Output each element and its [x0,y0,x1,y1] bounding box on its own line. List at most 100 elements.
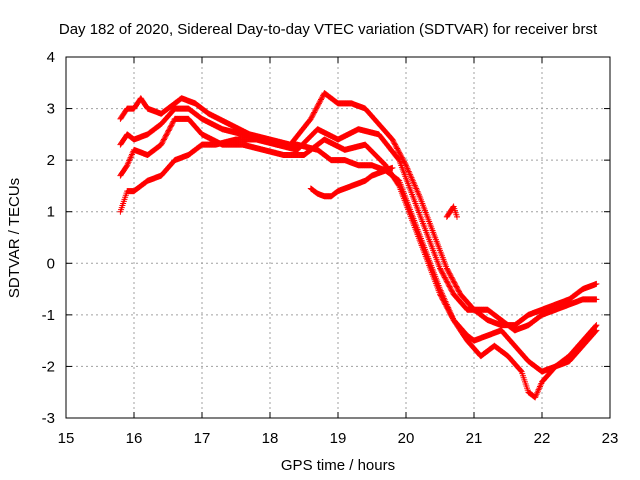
data-point [400,158,407,165]
data-point [315,101,322,108]
y-tick-label: 3 [47,101,55,118]
data-point [440,271,447,278]
data-point [167,123,174,130]
data-point [447,284,454,291]
data-point [444,266,451,273]
data-point [309,113,316,120]
data-point [312,106,319,113]
data-point [447,286,454,293]
y-tick-label: -2 [42,358,55,375]
x-tick-label: 16 [126,430,143,447]
data-point [162,132,169,139]
data-point [314,102,321,109]
data-point [445,282,452,289]
data-point [517,367,524,374]
y-tick-label: -3 [42,410,55,427]
series-track-6 [443,203,460,220]
y-tick-label: 4 [47,49,55,66]
data-point [390,139,397,146]
data-point [593,327,600,334]
data-point [318,95,325,102]
series-track-4 [117,136,600,401]
data-point [165,128,171,135]
data-point [439,270,446,277]
data-point [161,135,168,142]
data-point [392,141,399,148]
data-point [307,115,314,122]
data-point [313,104,320,111]
data-point [164,130,171,137]
data-point [443,265,450,272]
data-point [317,97,324,104]
data-point [162,133,169,140]
chart-title: Day 182 of 2020, Sidereal Day-to-day VTE… [59,21,598,38]
x-tick-label: 15 [58,430,75,447]
y-tick-label: -1 [42,307,55,324]
data-point [456,288,463,295]
data-point [447,271,454,278]
data-point [449,277,456,284]
data-point [450,278,457,285]
data-point [390,137,397,144]
data-point [396,149,403,156]
y-tick-labels: -3 -2 -1 0 1 2 3 4 [42,49,55,427]
data-point [445,268,452,275]
x-tick-label: 17 [194,430,211,447]
data-point [158,141,165,148]
data-point [165,127,172,134]
data-point [593,280,600,287]
x-tick-label: 18 [262,430,279,447]
x-tick-label: 20 [398,430,415,447]
data-point [166,126,173,133]
y-tick-label: 0 [47,255,55,272]
data-point [451,279,458,286]
data-point [454,213,460,220]
data-point [453,283,460,290]
data-point [392,142,399,149]
y-tick-label: 1 [47,204,55,221]
data-point [445,269,452,276]
data-point [443,278,450,285]
data-point [310,110,317,117]
data-point [441,274,448,281]
data-point [395,148,402,155]
data-point [593,296,600,303]
data-point [593,322,600,329]
data-point [123,163,130,170]
data-point [446,283,453,290]
data-point [455,287,462,294]
data-point [447,273,454,280]
data-point [318,96,324,103]
x-tick-label: 19 [330,430,347,447]
data-point [389,164,396,171]
data-point [448,274,455,281]
data-point [315,100,322,107]
data-point [449,275,456,282]
ticks [65,56,611,419]
data-point [169,119,176,126]
data-point [451,280,458,287]
data-point [592,328,599,335]
data-point [439,269,446,276]
data-point [394,146,401,153]
data-point [313,105,320,112]
data-point [437,265,443,272]
series-layer [117,90,600,401]
data-point [445,280,452,287]
data-point [160,137,167,144]
data-point [592,322,599,329]
y-tick-label: 2 [47,152,55,169]
data-point [316,99,323,106]
data-point [158,140,165,147]
data-point [437,266,444,273]
data-point [448,287,455,294]
x-tick-labels: 15 16 17 18 19 20 21 22 23 [58,430,619,447]
data-point [309,112,316,119]
data-point [394,145,401,152]
data-point [169,121,176,128]
data-point [454,286,461,293]
data-point [449,288,456,295]
data-point [401,159,408,166]
data-point [441,273,448,280]
